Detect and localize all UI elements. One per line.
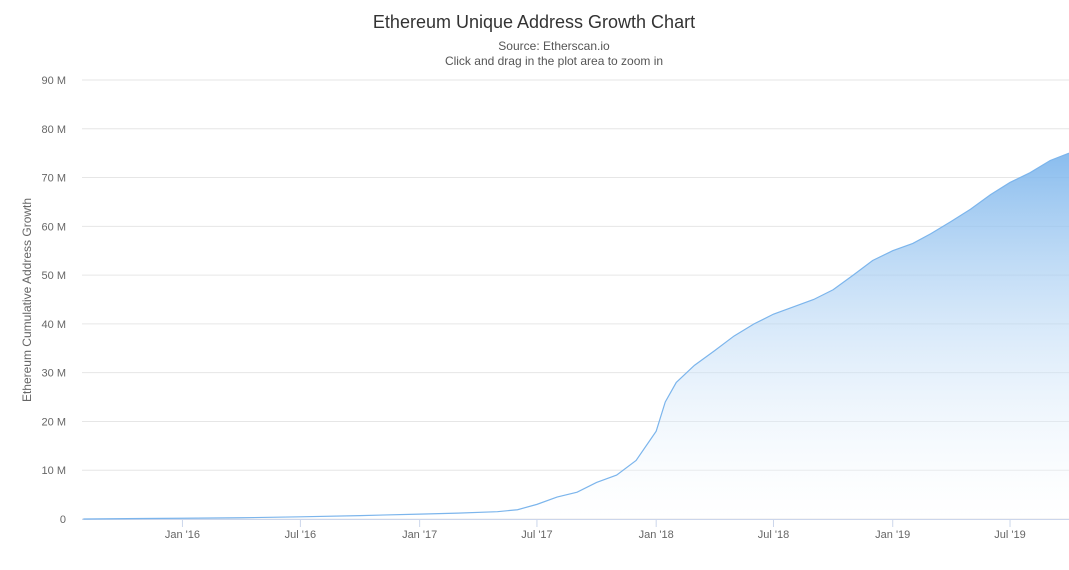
x-tick-label: Jul '19 — [994, 529, 1025, 541]
x-tick-label: Jan '16 — [165, 529, 200, 541]
y-tick-label: 0 — [60, 514, 66, 526]
y-tick-label: 50 M — [42, 270, 66, 282]
y-tick-label: 80 M — [42, 124, 66, 136]
y-tick-label: 90 M — [42, 75, 66, 87]
x-tick-label: Jul '18 — [758, 529, 789, 541]
x-tick-label: Jan '19 — [875, 529, 910, 541]
y-tick-label: 40 M — [42, 319, 66, 331]
x-tick-label: Jul '16 — [285, 529, 316, 541]
chart-subtitle-source: Source: Etherscan.io — [498, 39, 610, 53]
x-axis-ticks: Jan '16 Jul '16 Jan '17 Jul '17 Jan '18 Jul '… — [165, 519, 1026, 541]
y-axis-label: Ethereum Cumulative Address Growth — [20, 198, 34, 402]
y-tick-label: 20 M — [42, 416, 66, 428]
chart-subtitle-hint: Click and drag in the plot area to zoom … — [445, 54, 663, 68]
series-line[interactable] — [83, 152, 1069, 520]
chart-title: Ethereum Unique Address Growth Chart — [373, 12, 695, 32]
grid-lines — [82, 79, 1069, 520]
area-fill[interactable] — [83, 153, 1069, 519]
y-tick-label: 10 M — [42, 465, 66, 477]
y-tick-label: 70 M — [42, 173, 66, 185]
x-tick-label: Jan '18 — [639, 529, 674, 541]
y-tick-label: 30 M — [42, 368, 66, 380]
y-axis-ticks: 0 10 M 20 M 30 M 40 M 50 M 60 M 70 M 80 M 90 M — [42, 75, 66, 526]
x-tick-label: Jan '17 — [402, 529, 437, 541]
area-series[interactable] — [83, 152, 1069, 520]
y-tick-label: 60 M — [42, 221, 66, 233]
x-tick-label: Jul '17 — [521, 529, 552, 541]
